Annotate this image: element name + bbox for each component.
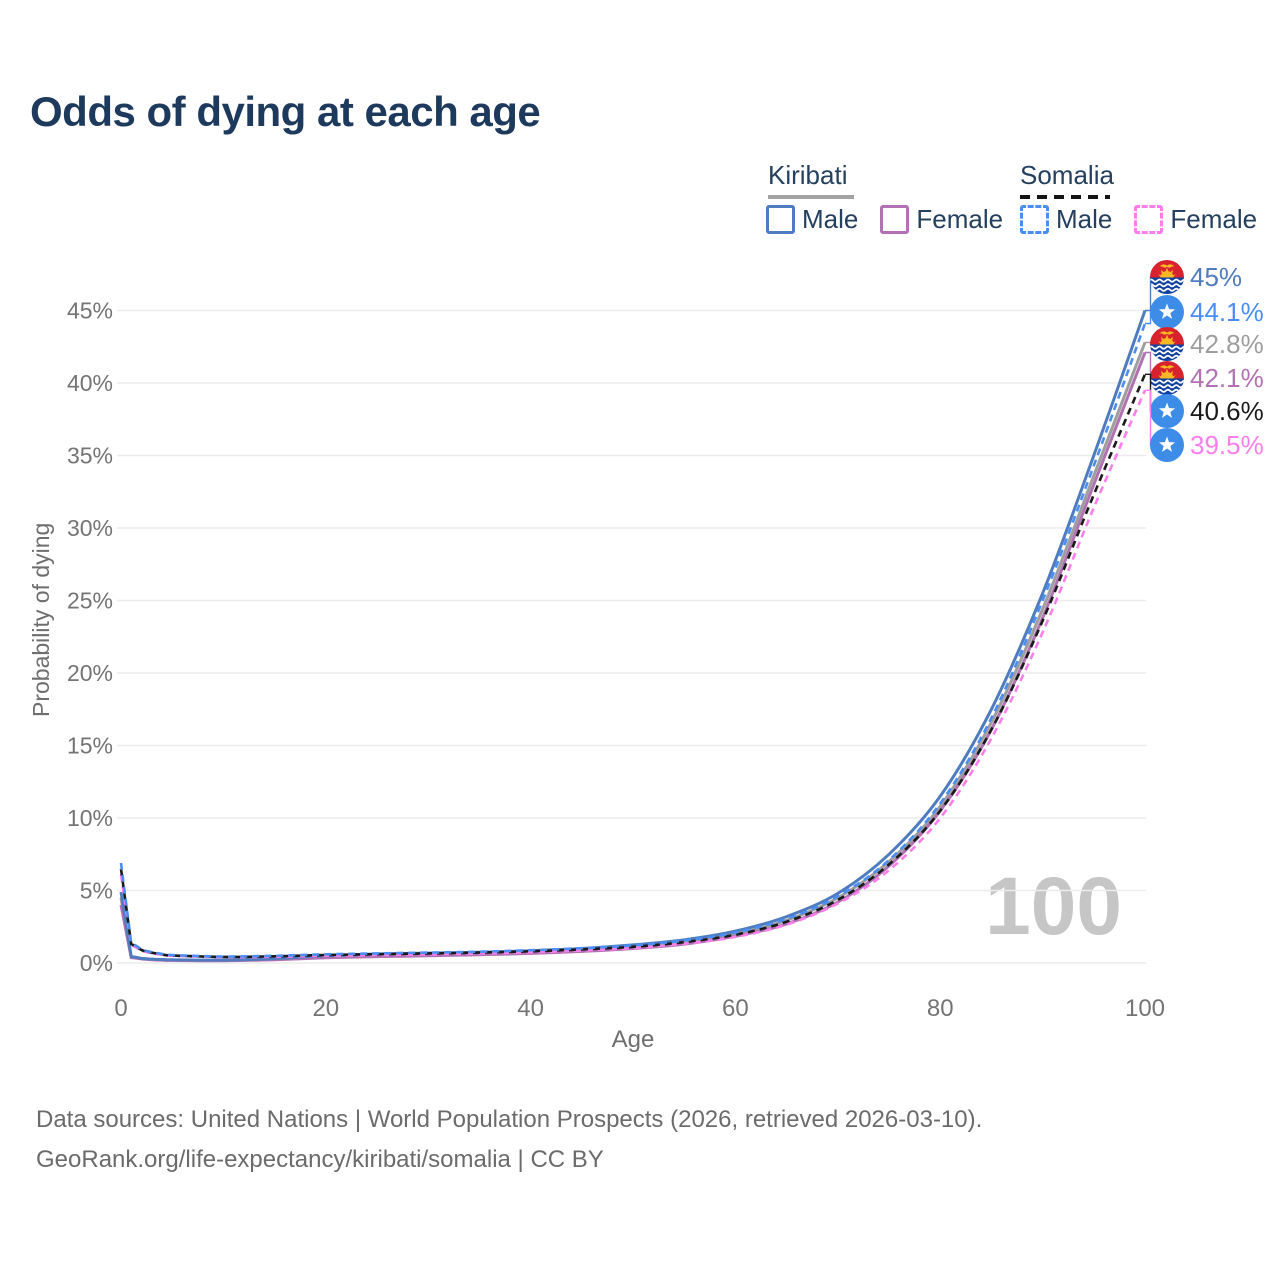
y-tick-label: 45% (67, 298, 113, 324)
end-value-label: 39.5% (1190, 430, 1264, 460)
legend-items-somalia: Male Female (1020, 204, 1279, 235)
attribution-link-text: GeoRank.org/life-expectancy/kiribati/som… (36, 1146, 604, 1173)
legend-group-somalia: Somalia (1020, 160, 1114, 199)
y-tick-label: 15% (67, 733, 113, 759)
kiribati-flag-icon (1149, 260, 1187, 294)
somalia-flag-icon (1150, 428, 1184, 462)
y-tick-label: 0% (80, 950, 113, 976)
end-value-label: 42.8% (1190, 329, 1264, 359)
line-kiribati-female[interactable] (119, 351, 1147, 963)
y-tick-label: 30% (67, 515, 113, 541)
legend-items-kiribati: Male Female (766, 204, 1025, 235)
legend-group-kiribati: Kiribati (768, 160, 854, 199)
y-tick-label: 25% (67, 588, 113, 614)
x-tick-label: 40 (517, 995, 544, 1022)
kiribati-female-swatch[interactable] (880, 205, 910, 234)
x-tick-label: 100 (1125, 995, 1165, 1022)
data-source-text: Data sources: United Nations | World Pop… (36, 1106, 983, 1133)
end-value-label: 42.1% (1190, 363, 1264, 393)
somalia-female-label[interactable]: Female (1170, 204, 1258, 234)
somalia-male-label[interactable]: Male (1056, 204, 1113, 234)
y-tick-label: 10% (67, 805, 113, 831)
line-kiribati-male[interactable] (119, 310, 1147, 962)
x-tick-label: 80 (927, 995, 954, 1022)
line-somalia-female[interactable] (119, 389, 1147, 959)
kiribati-male-label[interactable]: Male (802, 204, 859, 234)
x-axis-title: Age (611, 1026, 655, 1053)
somalia-male-swatch[interactable] (1020, 205, 1049, 234)
somalia-flag-icon (1150, 394, 1184, 428)
x-tick-label: 0 (114, 995, 127, 1022)
watermark-age-100: 100 (985, 861, 1122, 952)
line-somalia-both-sexes[interactable] (119, 373, 1147, 959)
somalia-linestyle-swatch (1020, 195, 1110, 199)
kiribati-female-label[interactable]: Female (916, 204, 1004, 234)
line-kiribati-both-sexes[interactable] (119, 341, 1147, 962)
page-title: Odds of dying at each age (30, 88, 541, 135)
end-value-label: 40.6% (1190, 396, 1264, 426)
kiribati-flag-icon (1149, 361, 1187, 395)
legend-country-somalia[interactable]: Somalia (1020, 160, 1114, 190)
kiribati-male-swatch[interactable] (766, 205, 795, 234)
somalia-flag-icon (1150, 295, 1184, 329)
chart-canvas: 0% 5% 10% 15% 20% 25% 30% 35% 40% 45% 0 20 40 60 80 100… (67, 0, 1264, 1022)
y-axis-title: Probability of dying (28, 522, 54, 718)
legend-country-kiribati[interactable]: Kiribati (768, 160, 848, 190)
line-somalia-male[interactable] (119, 323, 1147, 958)
y-tick-label: 40% (67, 370, 113, 396)
end-value-label: 44.1% (1190, 297, 1264, 327)
x-tick-label: 20 (312, 995, 339, 1022)
end-value-label: 45% (1190, 262, 1242, 292)
x-tick-label: 60 (722, 995, 749, 1022)
y-tick-label: 5% (80, 878, 113, 904)
y-tick-label: 35% (67, 443, 113, 469)
kiribati-linestyle-swatch (768, 195, 854, 199)
y-tick-label: 20% (67, 660, 113, 686)
kiribati-flag-icon (1149, 327, 1187, 361)
somalia-female-swatch[interactable] (1134, 205, 1164, 234)
